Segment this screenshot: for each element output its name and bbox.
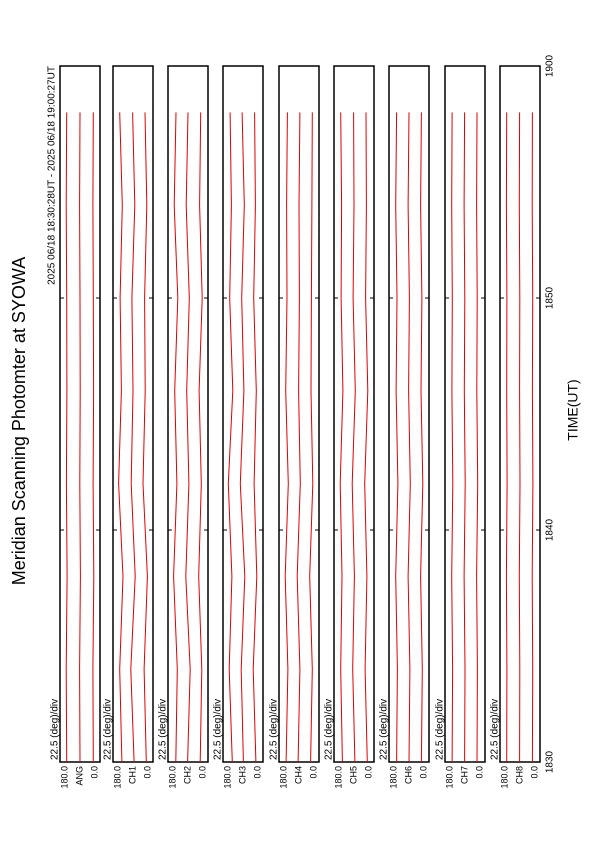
scan-trace: [505, 112, 508, 763]
scan-trace: [395, 112, 399, 763]
scan-trace: [476, 112, 479, 763]
panel-channel-label: CH4: [293, 766, 303, 784]
y-tick-label: 0.0: [529, 766, 539, 779]
panel-channel-label: CH6: [403, 766, 413, 784]
y-tick-label: 180.0: [167, 766, 177, 789]
rotated-plot: Meridian Scanning Photomter at SYOWA 202…: [9, 54, 581, 788]
scan-trace: [339, 112, 344, 763]
y-tick-label: 0.0: [197, 766, 207, 779]
scan-trace: [451, 112, 454, 763]
scan-trace: [518, 112, 521, 763]
y-tick-label: 180.0: [278, 766, 288, 789]
panel-scale-label: 22.5 (deg)/div: [213, 699, 224, 760]
scan-trace: [173, 112, 179, 763]
y-tick-label: 180.0: [388, 766, 398, 789]
x-tick-label: 1830: [545, 750, 556, 773]
y-tick-label: 0.0: [474, 766, 484, 779]
x-tick-label: 1840: [545, 518, 556, 541]
scan-trace: [351, 112, 356, 763]
x-tick-label: 1900: [545, 54, 556, 77]
panel-scale-label: 22.5 (deg)/div: [490, 699, 501, 760]
y-tick-label: 180.0: [333, 766, 343, 789]
panel-scale-label: 22.5 (deg)/div: [158, 699, 169, 760]
panel-scale-label: 22.5 (deg)/div: [324, 699, 335, 760]
chart-subtitle: 2025 06/18 18:30:28UT - 2025 06/18 19:00…: [47, 66, 58, 285]
panel-frame: [333, 65, 375, 763]
scan-trace: [142, 112, 148, 763]
x-axis-title: TIME(UT): [565, 379, 581, 440]
scan-trace: [364, 112, 369, 763]
chart-title: Meridian Scanning Photomter at SYOWA: [9, 257, 29, 585]
scan-trace: [198, 112, 203, 763]
panel-channel-label: CH8: [514, 766, 524, 784]
panel-scale-label: 22.5 (deg)/div: [50, 699, 61, 760]
scan-trace: [65, 112, 68, 763]
y-tick-label: 180.0: [499, 766, 509, 789]
panel-channel-label: ANG: [74, 766, 84, 786]
x-tick-label: 1850: [545, 286, 556, 309]
scan-trace: [252, 112, 258, 763]
y-tick-label: 0.0: [363, 766, 373, 779]
panel-channel-label: CH2: [182, 766, 192, 784]
y-tick-label: 0.0: [418, 766, 428, 779]
panel-scale-label: 22.5 (deg)/div: [379, 699, 390, 760]
panel-frame: [112, 65, 154, 763]
scan-trace: [309, 112, 314, 763]
scan-trace: [118, 112, 124, 763]
scan-trace: [463, 112, 466, 763]
scan-trace: [296, 112, 301, 763]
scan-trace: [420, 112, 424, 763]
scan-trace: [407, 112, 411, 763]
scan-trace: [185, 112, 191, 763]
y-tick-label: 0.0: [308, 766, 318, 779]
scan-trace: [531, 112, 534, 763]
panel-channel-label: CH7: [459, 766, 469, 784]
panel-scale-label: 22.5 (deg)/div: [103, 699, 114, 760]
y-tick-label: 0.0: [89, 766, 99, 779]
scan-trace: [239, 112, 246, 763]
scan-trace: [92, 112, 95, 763]
y-tick-label: 180.0: [444, 766, 454, 789]
y-tick-label: 0.0: [142, 766, 152, 779]
y-tick-label: 180.0: [222, 766, 232, 789]
panel-frame: [278, 65, 320, 763]
panel-scale-label: 22.5 (deg)/div: [435, 699, 446, 760]
panel-channel-label: CH5: [348, 766, 358, 784]
panel-scale-label: 22.5 (deg)/div: [269, 699, 280, 760]
panel-channel-label: CH3: [237, 766, 247, 784]
y-tick-label: 180.0: [59, 766, 69, 789]
scan-trace: [284, 112, 289, 763]
y-tick-label: 180.0: [112, 766, 122, 789]
scan-trace: [227, 112, 234, 763]
scan-trace: [130, 112, 136, 763]
panel-frame: [167, 65, 209, 763]
panel-channel-label: CH1: [127, 766, 137, 784]
scan-trace: [79, 112, 81, 763]
y-tick-label: 0.0: [252, 766, 262, 779]
